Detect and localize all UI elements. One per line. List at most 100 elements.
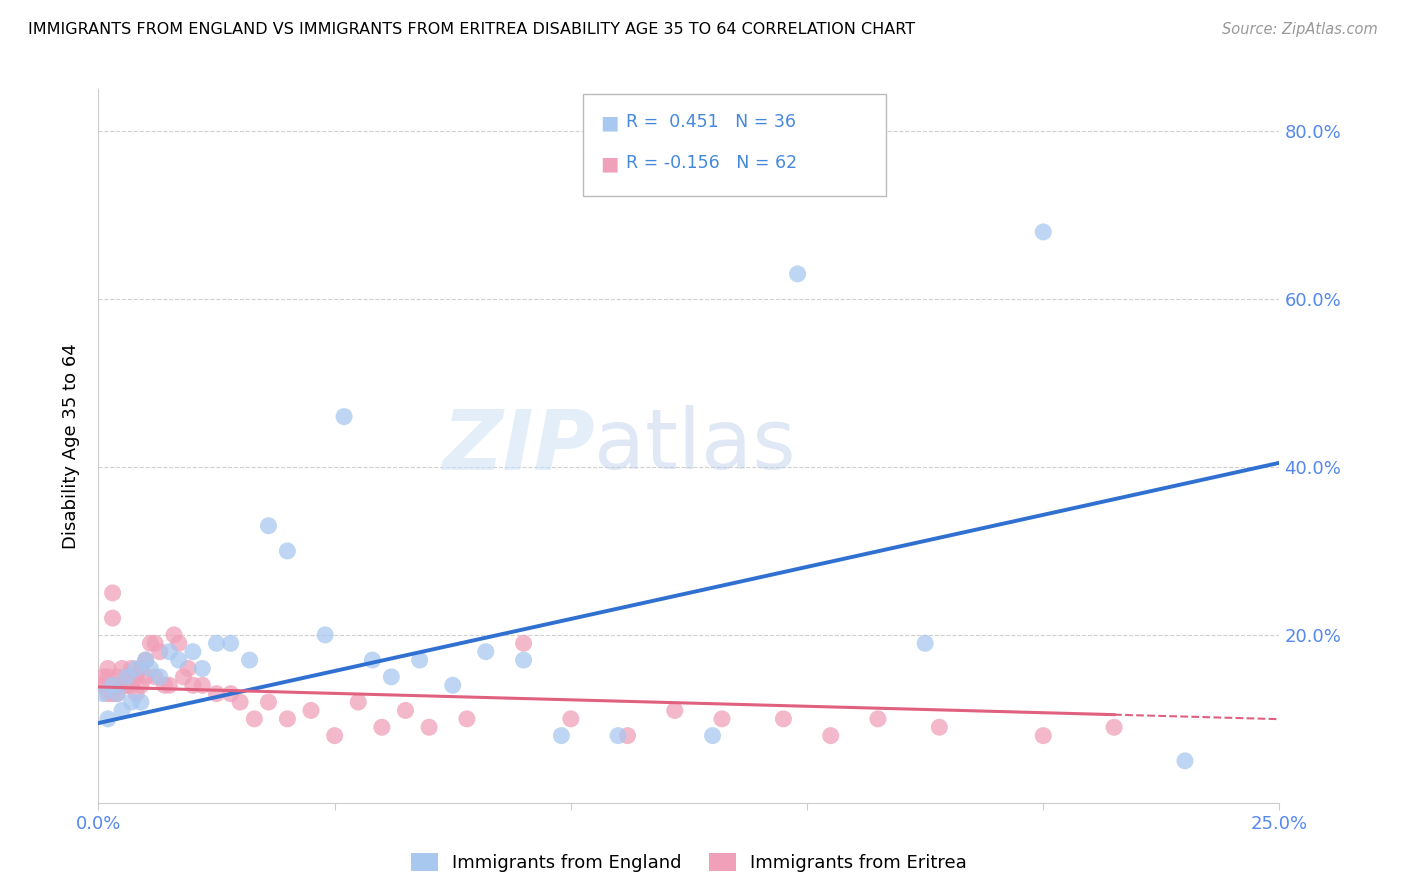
Point <box>101 611 124 625</box>
Point <box>163 628 186 642</box>
Point <box>115 678 138 692</box>
Point <box>191 661 214 675</box>
Point <box>441 678 464 692</box>
Point <box>121 695 143 709</box>
Point <box>149 645 172 659</box>
Point <box>1032 729 1054 743</box>
Point <box>314 628 336 642</box>
Point <box>702 729 724 743</box>
Point <box>475 645 498 659</box>
Point <box>219 636 242 650</box>
Point <box>191 678 214 692</box>
Point <box>125 687 148 701</box>
Point <box>172 670 194 684</box>
Point <box>125 661 148 675</box>
Point <box>129 661 152 675</box>
Point <box>177 661 200 675</box>
Point <box>276 712 298 726</box>
Point <box>101 687 124 701</box>
Point <box>135 653 157 667</box>
Text: ■: ■ <box>600 113 619 132</box>
Point <box>1174 754 1197 768</box>
Point <box>371 720 394 734</box>
Point <box>456 712 478 726</box>
Point <box>105 687 128 701</box>
Point <box>111 678 134 692</box>
Point <box>607 729 630 743</box>
Point <box>121 661 143 675</box>
Point <box>205 687 228 701</box>
Point <box>111 661 134 675</box>
Point <box>1102 720 1125 734</box>
Point <box>97 670 120 684</box>
Point <box>101 678 124 692</box>
Point <box>560 712 582 726</box>
Y-axis label: Disability Age 35 to 64: Disability Age 35 to 64 <box>62 343 80 549</box>
Point <box>257 518 280 533</box>
Point <box>149 670 172 684</box>
Point <box>167 636 190 650</box>
Point <box>664 703 686 717</box>
Point <box>115 670 138 684</box>
Text: R =  0.451   N = 36: R = 0.451 N = 36 <box>626 113 796 131</box>
Legend: Immigrants from England, Immigrants from Eritrea: Immigrants from England, Immigrants from… <box>404 846 974 880</box>
Point <box>135 670 157 684</box>
Point <box>111 678 134 692</box>
Text: ZIP: ZIP <box>441 406 595 486</box>
Point <box>408 653 430 667</box>
Point <box>914 636 936 650</box>
Point <box>866 712 889 726</box>
Point <box>139 661 162 675</box>
Point <box>125 670 148 684</box>
Point <box>347 695 370 709</box>
Point <box>181 678 204 692</box>
Point <box>219 687 242 701</box>
Point <box>229 695 252 709</box>
Point <box>550 729 572 743</box>
Point <box>772 712 794 726</box>
Point <box>167 653 190 667</box>
Point <box>394 703 416 717</box>
Point <box>512 653 534 667</box>
Point <box>105 678 128 692</box>
Point <box>143 636 166 650</box>
Point <box>418 720 440 734</box>
Point <box>205 636 228 650</box>
Point <box>129 678 152 692</box>
Text: atlas: atlas <box>595 406 796 486</box>
Text: Source: ZipAtlas.com: Source: ZipAtlas.com <box>1222 22 1378 37</box>
Point <box>97 712 120 726</box>
Point <box>121 678 143 692</box>
Point <box>299 703 322 717</box>
Point <box>121 670 143 684</box>
Point <box>361 653 384 667</box>
Point <box>91 678 114 692</box>
Point <box>143 670 166 684</box>
Text: IMMIGRANTS FROM ENGLAND VS IMMIGRANTS FROM ERITREA DISABILITY AGE 35 TO 64 CORRE: IMMIGRANTS FROM ENGLAND VS IMMIGRANTS FR… <box>28 22 915 37</box>
Point <box>97 687 120 701</box>
Point <box>1032 225 1054 239</box>
Point <box>711 712 734 726</box>
Point <box>157 678 180 692</box>
Point <box>135 653 157 667</box>
Point <box>105 670 128 684</box>
Point <box>115 670 138 684</box>
Point <box>512 636 534 650</box>
Point <box>91 687 114 701</box>
Point <box>105 687 128 701</box>
Point <box>820 729 842 743</box>
Point <box>239 653 262 667</box>
Point <box>616 729 638 743</box>
Point <box>101 586 124 600</box>
Point <box>380 670 402 684</box>
Point <box>139 636 162 650</box>
Point <box>257 695 280 709</box>
Text: ■: ■ <box>600 154 619 173</box>
Point <box>153 678 176 692</box>
Point <box>786 267 808 281</box>
Text: R = -0.156   N = 62: R = -0.156 N = 62 <box>626 154 797 172</box>
Point <box>115 678 138 692</box>
Point <box>111 703 134 717</box>
Point <box>129 695 152 709</box>
Point <box>157 645 180 659</box>
